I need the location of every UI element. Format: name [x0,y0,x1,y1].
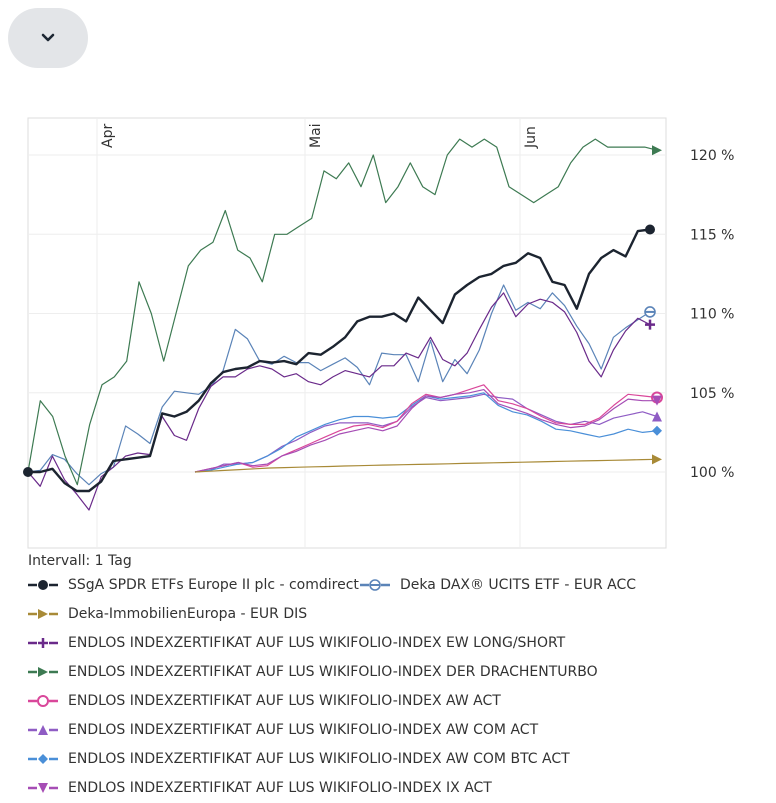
legend-item[interactable]: ENDLOS INDEXZERTIFIKAT AUF LUS WIKIFOLIO… [28,690,501,712]
interval-label: Intervall: 1 Tag [28,553,132,569]
series-marker [38,580,48,590]
series-marker [38,638,48,648]
series-line [194,384,658,473]
performance-chart: 100 % 105 % 110 % 115 % 120 % Apr Mai Jun [23,117,734,549]
legend-symbol [28,754,58,764]
legend-label: Deka-ImmobilienEuropa - EUR DIS [68,606,308,622]
series-marker [37,695,49,707]
legend-item[interactable]: ENDLOS INDEXZERTIFIKAT AUF LUS WIKIFOLIO… [28,777,492,799]
x-tick-label: Apr [100,124,116,148]
legend-label: ENDLOS INDEXZERTIFIKAT AUF LUS WIKIFOLIO… [68,722,539,738]
legend-symbol [28,667,58,677]
legend-label: ENDLOS INDEXZERTIFIKAT AUF LUS WIKIFOLIO… [68,751,570,767]
series-marker [369,579,381,591]
legend-symbol [28,695,58,707]
series-line [27,138,658,486]
legend-label: ENDLOS INDEXZERTIFIKAT AUF LUS WIKIFOLIO… [68,635,566,651]
x-tick-label: Mai [308,123,324,148]
legend-label: ENDLOS INDEXZERTIFIKAT AUF LUS WIKIFOLIO… [68,664,598,680]
legend-item[interactable]: ENDLOS INDEXZERTIFIKAT AUF LUS WIKIFOLIO… [28,748,570,770]
series-marker [652,425,662,436]
series-line [28,228,651,493]
series-marker [645,224,655,235]
collapse-toggle-button[interactable] [8,8,88,68]
y-tick-label: 115 % [690,227,734,243]
y-tick-label: 100 % [690,465,734,481]
series-line [194,389,657,473]
legend-symbol [28,609,58,619]
series-marker [38,725,48,735]
chevron-down-icon [41,33,55,42]
series-marker [645,319,655,330]
legend-symbol [28,638,58,648]
y-tick-label: 105 % [690,386,734,402]
legend-item[interactable]: ENDLOS INDEXZERTIFIKAT AUF LUS WIKIFOLIO… [28,719,538,741]
series-marker [38,667,48,677]
series-line [27,292,651,511]
y-tick-label: 120 % [690,148,734,164]
legend-symbol [28,580,58,590]
series-marker [38,609,48,619]
series-marker [652,411,662,422]
series-marker [23,467,33,477]
legend-item[interactable]: Deka-ImmobilienEuropa - EUR DIS [28,603,307,625]
legend-item[interactable]: Deka DAX® UCITS ETF - EUR ACC [360,574,636,596]
series-marker [652,454,662,465]
series-line [194,458,658,473]
legend-symbol [360,579,390,591]
legend-symbol [28,725,58,735]
legend-label: ENDLOS INDEXZERTIFIKAT AUF LUS WIKIFOLIO… [68,780,492,796]
legend-label: ENDLOS INDEXZERTIFIKAT AUF LUS WIKIFOLIO… [68,693,501,709]
x-tick-label: Jun [523,126,539,149]
legend-label: SSgA SPDR ETFs Europe II plc - comdirect [68,577,359,593]
legend-label: Deka DAX® UCITS ETF - EUR ACC [400,577,637,593]
series-marker [652,145,662,156]
plot-frame [27,117,667,549]
series-marker [644,306,656,318]
y-tick-label: 110 % [690,307,734,323]
legend-item[interactable]: ENDLOS INDEXZERTIFIKAT AUF LUS WIKIFOLIO… [28,661,598,683]
series-marker [652,395,662,406]
series-line [194,392,658,473]
series-marker [38,754,48,764]
series-line [27,284,651,486]
series-marker [38,783,48,793]
legend-symbol [28,783,58,793]
legend-item[interactable]: SSgA SPDR ETFs Europe II plc - comdirect [28,574,359,596]
legend-item[interactable]: ENDLOS INDEXZERTIFIKAT AUF LUS WIKIFOLIO… [28,632,565,654]
